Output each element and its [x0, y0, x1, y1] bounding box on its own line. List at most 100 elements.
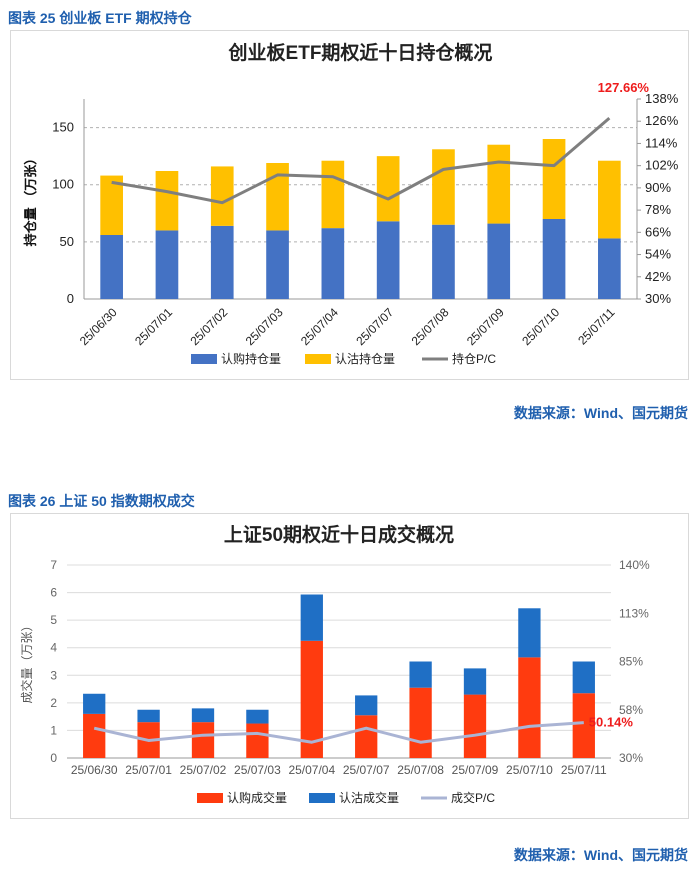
undefined-title: 上证50期权近十日成交概况	[224, 523, 454, 546]
undefined-x-tick-label: 25/06/30	[77, 305, 120, 348]
undefined-legend-label: 持仓P/C	[452, 351, 496, 366]
chart1-svg: 创业板ETF期权近十日持仓概况 0 50 100 150 30% 42% 54% 66% 78% 9…	[23, 41, 679, 366]
undefined-y-axis-label: 持仓量 （万张）	[23, 152, 38, 247]
chart1-container: 创业板ETF期权近十日持仓概况 0 50 100 150 30% 42% 54% 66% 78% 9…	[10, 30, 689, 380]
undefined-x-tick-label: 25/07/04	[288, 763, 335, 777]
undefined-x-tick-label: 25/07/03	[243, 305, 286, 348]
undefined-bar-put	[463, 668, 487, 695]
undefined-bar-call	[266, 230, 289, 299]
undefined-bar-put	[518, 608, 541, 658]
undefined-y-tick-label: 50	[60, 234, 74, 249]
undefined-bar-put	[246, 709, 269, 724]
undefined-y2-tick-label: 102%	[645, 158, 679, 173]
undefined-y2-tick-label: 66%	[645, 224, 671, 239]
undefined-bar-put	[432, 149, 455, 225]
undefined-x-tick-label: 25/07/02	[180, 763, 227, 777]
chart2-container: 上证50期权近十日成交概况 0 1 2 3 4 5 6 7 30% 58% 85% 113% 140% 成交…	[10, 513, 689, 819]
undefined-y2-tick-label: 58%	[619, 703, 643, 717]
undefined-y-tick-label: 2	[50, 696, 57, 710]
undefined-last-value-label: 50.14%	[589, 715, 634, 730]
undefined-x-tick-label: 25/07/07	[353, 305, 396, 348]
undefined-x-tick-label: 25/07/11	[575, 305, 618, 348]
undefined-legend-label: 认购成交量	[227, 790, 287, 805]
undefined-y2-tick-label: 140%	[619, 558, 650, 572]
undefined-x-tick-label: 25/07/01	[125, 763, 172, 777]
undefined-y-axis-label: 成交量（万张）	[19, 619, 34, 703]
figure2-caption: 图表 26 上证 50 指数期权成交	[8, 493, 195, 509]
undefined-bar-call	[376, 221, 400, 299]
undefined-y2-tick-label: 54%	[645, 247, 671, 262]
undefined-y-tick-label: 3	[50, 668, 57, 682]
undefined-y2-tick-label: 42%	[645, 269, 671, 284]
undefined-x-tick-label: 25/07/09	[452, 763, 499, 777]
undefined-legend-swatch	[309, 793, 335, 803]
undefined-bar-put	[487, 144, 511, 224]
undefined-legend-swatch	[191, 354, 217, 364]
undefined-x-tick-label: 25/07/10	[519, 305, 562, 348]
undefined-title: 创业板ETF期权近十日持仓概况	[228, 41, 493, 64]
undefined-bar-put	[572, 661, 595, 694]
undefined-bar-call	[210, 225, 234, 299]
undefined-y2-tick-label: 78%	[645, 202, 671, 217]
undefined-bar-put	[83, 693, 106, 714]
undefined-bar-put	[210, 166, 234, 226]
figure1-caption: 图表 25 创业板 ETF 期权持仓	[8, 10, 192, 26]
undefined-legend-swatch	[305, 354, 331, 364]
undefined-bar-put	[100, 175, 123, 235]
undefined-bar-put	[191, 708, 215, 723]
undefined-x-tick-label: 25/07/08	[409, 305, 452, 348]
undefined-y-tick-label: 1	[50, 723, 57, 737]
undefined-legend-label: 认购持仓量	[221, 351, 281, 366]
undefined-bar-call	[100, 235, 123, 299]
undefined-legend-label: 认沽成交量	[339, 790, 399, 805]
undefined-y2-tick-label: 114%	[645, 135, 678, 150]
undefined-bar-call	[83, 713, 106, 758]
undefined-y-tick-label: 0	[67, 291, 74, 306]
undefined-y-tick-label: 0	[50, 751, 57, 765]
undefined-y-tick-label: 150	[52, 120, 74, 135]
undefined-bar-call	[518, 657, 541, 758]
undefined-legend-label: 认沽持仓量	[335, 351, 395, 366]
undefined-x-tick-label: 25/07/11	[561, 763, 607, 777]
undefined-bar-call	[598, 238, 621, 299]
undefined-bar-call	[300, 640, 323, 758]
undefined-bar-put	[266, 163, 289, 231]
undefined-bar-call	[432, 224, 455, 299]
undefined-y2-tick-label: 113%	[619, 606, 649, 620]
undefined-pc-line	[111, 117, 611, 205]
undefined-bar-put	[598, 160, 621, 239]
undefined-bar-put	[300, 594, 323, 641]
undefined-y-tick-label: 7	[50, 558, 57, 572]
undefined-x-tick-label: 25/07/09	[464, 305, 507, 348]
undefined-y2-tick-label: 30%	[645, 291, 671, 306]
undefined-bar-call	[409, 687, 432, 758]
undefined-legend-label: 成交P/C	[451, 790, 495, 805]
undefined-x-tick-label: 25/07/04	[298, 305, 341, 348]
undefined-y-tick-label: 100	[52, 177, 74, 192]
undefined-legend-swatch	[197, 793, 223, 803]
undefined-bar-call	[542, 219, 566, 299]
figure1-source: 数据来源：Wind、国元期货	[513, 405, 688, 421]
undefined-bar-put	[321, 160, 345, 229]
undefined-x-tick-label: 25/07/10	[506, 763, 553, 777]
undefined-bar-put	[355, 695, 378, 716]
undefined-x-tick-label: 25/07/07	[343, 763, 390, 777]
undefined-y2-tick-label: 138%	[645, 91, 679, 106]
undefined-bar-put	[137, 709, 160, 723]
undefined-x-tick-label: 25/07/01	[132, 305, 175, 348]
undefined-x-tick-label: 25/06/30	[71, 763, 118, 777]
undefined-bar-put	[409, 661, 432, 688]
undefined-bar-call	[572, 693, 595, 758]
undefined-y2-tick-label: 90%	[645, 180, 671, 195]
undefined-y2-tick-label: 85%	[619, 655, 643, 669]
undefined-bar-put	[542, 139, 566, 219]
undefined-y-tick-label: 6	[50, 586, 57, 600]
undefined-y2-tick-label: 30%	[619, 751, 643, 765]
undefined-y2-tick-label: 126%	[645, 113, 679, 128]
undefined-bar-put	[155, 171, 179, 231]
undefined-bar-call	[355, 715, 378, 758]
figure2-source: 数据来源：Wind、国元期货	[513, 847, 688, 863]
undefined-x-tick-label: 25/07/03	[234, 763, 281, 777]
chart2-svg: 上证50期权近十日成交概况 0 1 2 3 4 5 6 7 30% 58% 85% 113% 140% 成交…	[19, 523, 650, 805]
undefined-x-tick-label: 25/07/08	[397, 763, 444, 777]
